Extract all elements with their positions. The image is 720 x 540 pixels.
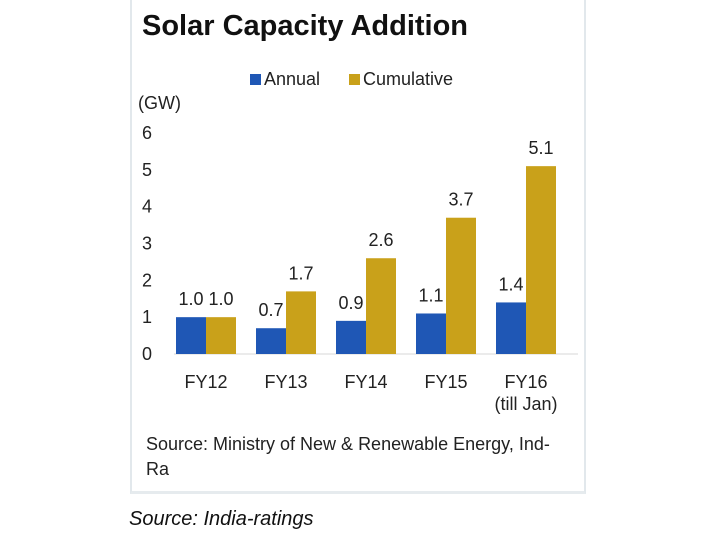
y-tick-label: 2 (142, 270, 152, 290)
data-label-annual-fy16: 1.4 (498, 274, 523, 294)
bar-annual-fy12 (176, 317, 206, 354)
chart-panel: Solar Capacity Addition Annual Cumulative… (130, 0, 586, 494)
y-tick-label: 5 (142, 160, 152, 180)
data-label-cumulative-fy12: 1.0 (208, 289, 233, 309)
bar-annual-fy13 (256, 328, 286, 354)
bar-annual-fy15 (416, 313, 446, 354)
data-label-annual-fy14: 0.9 (338, 293, 363, 313)
data-label-cumulative-fy16: 5.1 (528, 138, 553, 158)
chart-title: Solar Capacity Addition (142, 10, 469, 42)
y-tick-label: 6 (142, 123, 152, 143)
legend-swatch-annual (250, 74, 261, 85)
data-label-cumulative-fy15: 3.7 (448, 190, 473, 210)
y-tick-label: 1 (142, 307, 152, 327)
x-tick-label: FY13 (264, 372, 307, 392)
y-tick-label: 3 (142, 234, 152, 254)
legend-swatch-cumulative (349, 74, 360, 85)
data-label-cumulative-fy13: 1.7 (288, 263, 313, 283)
bar-cumulative-fy12 (206, 317, 236, 354)
data-label-annual-fy13: 0.7 (258, 300, 283, 320)
source-note: Source: Ministry of New & Renewable Ener… (146, 434, 550, 479)
x-tick-sublabel: (till Jan) (494, 394, 557, 414)
data-label-cumulative-fy14: 2.6 (368, 230, 393, 250)
legend-label-cumulative: Cumulative (363, 69, 453, 89)
data-label-annual-fy15: 1.1 (418, 285, 443, 305)
y-tick-label: 4 (142, 197, 152, 217)
x-tick-label: FY12 (184, 372, 227, 392)
bar-annual-fy14 (336, 320, 366, 354)
bar-annual-fy16 (496, 302, 526, 354)
x-tick-label: FY15 (424, 372, 467, 392)
bar-cumulative-fy13 (286, 291, 316, 354)
bar-cumulative-fy16 (526, 166, 556, 354)
bar-cumulative-fy15 (446, 217, 476, 354)
figure-caption: Source: India-ratings (129, 508, 314, 530)
data-label-annual-fy12: 1.0 (178, 289, 203, 309)
y-axis-label: (GW) (138, 93, 181, 113)
bar-chart: Annual Cumulative (GW) 0 1 2 3 4 5 6 1.0 1.0 FY12 0.7… (138, 69, 578, 414)
legend-label-annual: Annual (264, 69, 320, 89)
x-tick-label: FY16 (504, 372, 547, 392)
x-tick-label: FY14 (344, 372, 387, 392)
bar-cumulative-fy14 (366, 258, 396, 354)
y-tick-label: 0 (142, 344, 152, 364)
